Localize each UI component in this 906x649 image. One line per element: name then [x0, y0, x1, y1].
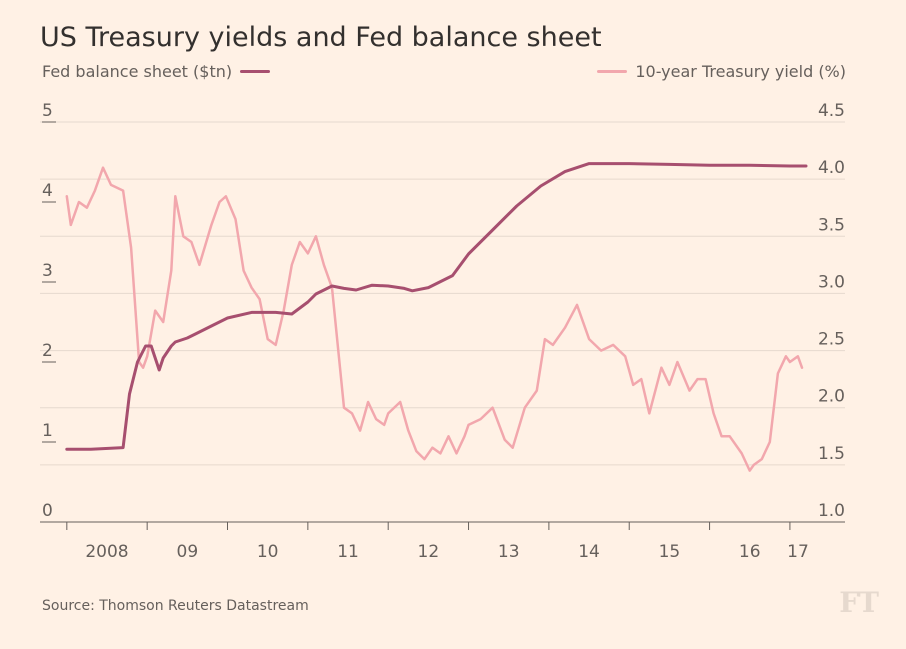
x-tick-label-4: 12: [418, 542, 440, 562]
chart-title: US Treasury yields and Fed balance sheet: [40, 22, 602, 53]
right-tick-label-7: 4.5: [818, 101, 845, 121]
right-axis: 1.0 1.5 2.0 2.5 3.0 3.5 4.0 4.5: [818, 101, 845, 521]
source-note: Source: Thomson Reuters Datastream: [42, 598, 309, 614]
x-tick-label-2: 10: [257, 542, 279, 562]
right-tick-label-1: 1.5: [818, 444, 845, 464]
left-tick-label-3: 3: [42, 261, 53, 281]
x-tick-label-7: 15: [659, 542, 681, 562]
x-tick-label-0: 2008: [85, 542, 128, 562]
legend-yield-swatch: [597, 70, 628, 73]
legend-yield-label: 10-year Treasury yield (%): [635, 62, 846, 81]
right-tick-label-6: 4.0: [818, 158, 845, 178]
x-tick-label-5: 13: [498, 542, 520, 562]
right-tick-label-0: 1.0: [818, 501, 845, 521]
left-tick-label-1: 1: [42, 421, 53, 441]
right-tick-label-4: 3.0: [818, 272, 845, 292]
gridlines: [40, 121, 845, 523]
right-tick-label-5: 3.5: [818, 215, 845, 235]
x-tick-label-8: 16: [739, 542, 761, 562]
left-tick-label-2: 2: [42, 341, 53, 361]
left-tick-label-0: 0: [42, 501, 53, 521]
series-group: [65, 162, 808, 472]
left-tick-label-4: 4: [42, 181, 53, 201]
balance-sheet-line: [65, 162, 808, 451]
x-tick-label-9: 17: [787, 542, 809, 562]
right-tick-label-2: 2.0: [818, 387, 845, 407]
ft-logo: FT: [839, 586, 879, 619]
x-tick-label-1: 09: [177, 542, 199, 562]
left-axis: 0 1 2 3 4 5: [42, 101, 56, 523]
x-tick-label-6: 14: [578, 542, 600, 562]
legend-balance-sheet: Fed balance sheet ($tn): [42, 62, 271, 81]
x-tick-label-3: 11: [337, 542, 359, 562]
x-axis: 2008 09 10 11 12 13 14 15 16 17: [40, 521, 845, 562]
legend-treasury-yield: 10-year Treasury yield (%): [597, 62, 846, 81]
treasury-yield-line: [65, 166, 804, 472]
legend-balance-label: Fed balance sheet ($tn): [42, 62, 233, 81]
right-tick-label-3: 2.5: [818, 330, 845, 350]
left-tick-label-5: 5: [42, 101, 53, 121]
legend-balance-swatch: [240, 70, 271, 73]
